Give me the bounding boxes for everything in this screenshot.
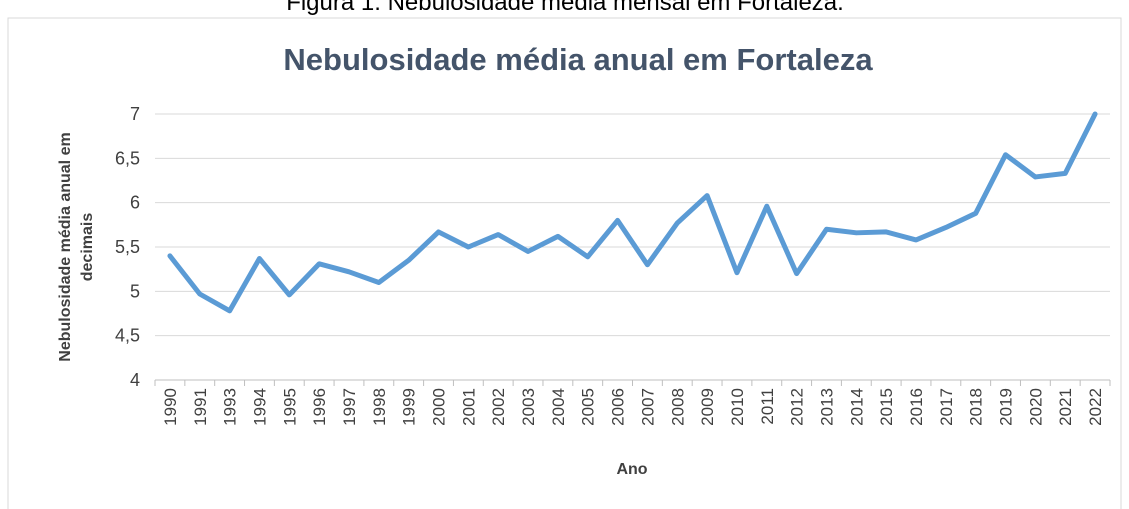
data-line: [167, 111, 1098, 314]
y-tick-label: 7: [130, 104, 140, 124]
x-tick-label: 1993: [221, 388, 240, 426]
x-axis-label: Ano: [616, 461, 647, 478]
x-tick-label: 2014: [847, 388, 866, 426]
x-tick-label: 2016: [907, 388, 926, 426]
x-tick-label: 2001: [459, 388, 478, 426]
x-tick-label: 2002: [489, 388, 508, 426]
x-tick-label: 2000: [430, 388, 449, 426]
x-tick-label: 2020: [1026, 388, 1045, 426]
x-tick-label: 2009: [698, 388, 717, 426]
caption: Figura 1: Nebulosidade média mensal em F…: [286, 0, 844, 16]
y-tick-label: 6: [130, 193, 140, 213]
x-tick-label: 2015: [877, 388, 896, 426]
x-tick-label: 2006: [609, 388, 628, 426]
x-tick-label: 2021: [1056, 388, 1075, 426]
x-tick-label: 2018: [967, 388, 986, 426]
x-tick-label: 1990: [161, 388, 180, 426]
x-tick-label: 2010: [728, 388, 747, 426]
x-tick-label: 2013: [817, 388, 836, 426]
x-tick-label: 1996: [310, 388, 329, 426]
chart-title: Nebulosidade média anual em Fortaleza: [283, 42, 873, 77]
x-tick-label: 2012: [788, 388, 807, 426]
x-tick-label: 1994: [250, 388, 269, 426]
x-tick-label: 1991: [191, 388, 210, 426]
y-tick-label: 5,5: [115, 237, 140, 257]
y-tick-label: 5: [130, 281, 140, 301]
x-tick-label: 2017: [937, 388, 956, 426]
x-tick-label: 2004: [549, 388, 568, 426]
y-tick-label: 6,5: [115, 148, 140, 168]
x-tick-label: 1999: [400, 388, 419, 426]
x-tick-label: 2008: [668, 388, 687, 426]
y-axis-label: Nebulosidade média anual em: [57, 132, 74, 361]
chart-frame: [7, 17, 1122, 509]
x-tick-label: 2019: [997, 388, 1016, 426]
x-tick-label: 2005: [579, 388, 598, 426]
y-tick-label: 4,5: [115, 326, 140, 346]
y-tick-label: 4: [130, 370, 140, 390]
y-axis-label: decimais: [79, 213, 96, 282]
x-tick-label: 1998: [370, 388, 389, 426]
x-tick-label: 2022: [1086, 388, 1105, 426]
x-tick-label: 2007: [638, 388, 657, 426]
x-tick-label: 2011: [758, 388, 777, 425]
x-tick-label: 1997: [340, 388, 359, 426]
x-tick-label: 1995: [280, 388, 299, 426]
x-tick-label: 2003: [519, 388, 538, 426]
